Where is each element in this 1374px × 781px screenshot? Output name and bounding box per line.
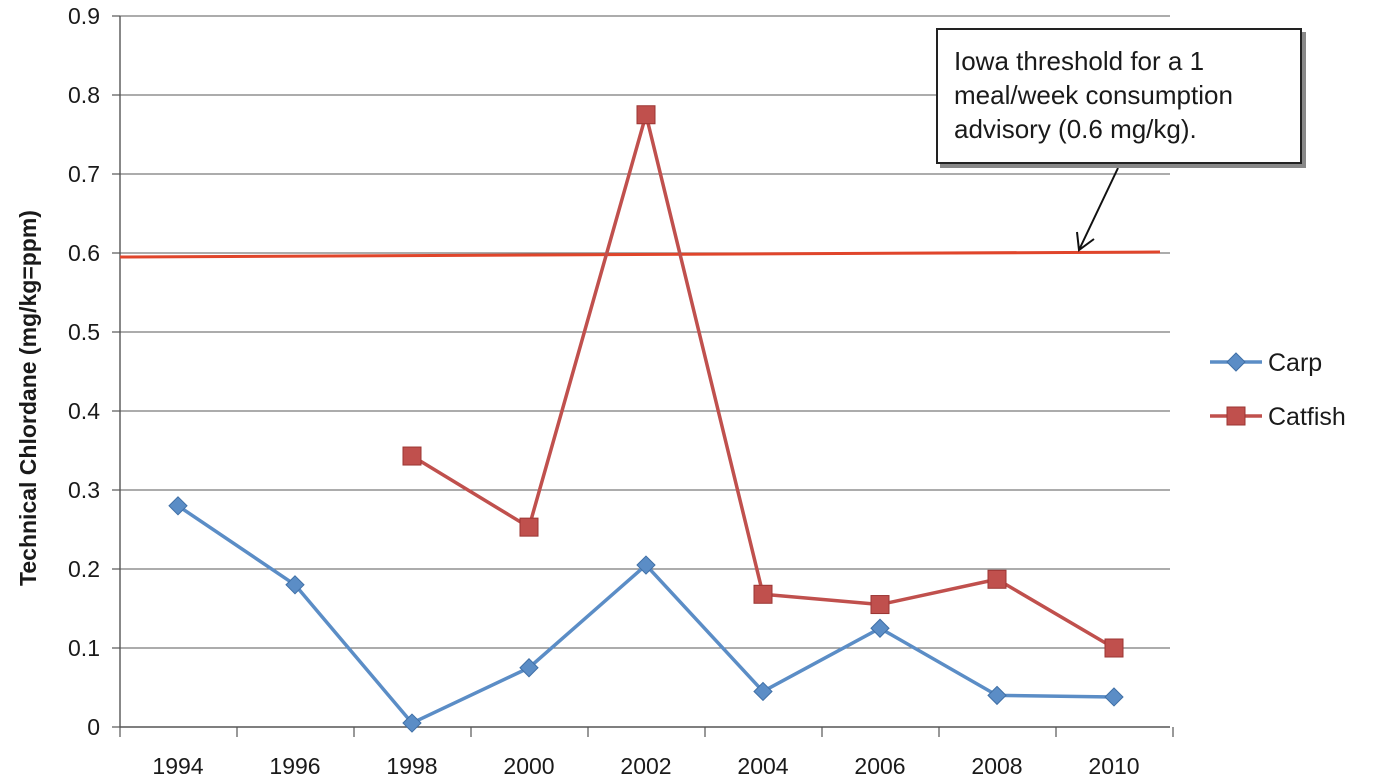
y-tick-label: 0.6 <box>68 240 100 266</box>
data-point-catfish <box>636 105 656 125</box>
annotation-arrow <box>1076 167 1119 252</box>
data-point-carp <box>870 618 890 638</box>
y-tick-label: 0.5 <box>68 319 100 345</box>
x-tick-label: 2010 <box>1088 753 1139 779</box>
annotation-line-3: advisory (0.6 mg/kg). <box>954 114 1197 144</box>
arrow-shaft <box>1078 167 1119 251</box>
y-tick-label: 0.8 <box>68 82 100 108</box>
annotation-line-1: Iowa threshold for a 1 <box>954 46 1205 76</box>
legend: Carp Catfish <box>1210 349 1346 431</box>
data-point-carp <box>168 496 188 516</box>
arrow-head <box>1076 231 1095 252</box>
y-tick-label: 0.9 <box>68 3 100 29</box>
threshold-line <box>119 250 1161 259</box>
gridlines <box>112 15 1170 728</box>
x-tick-label: 2002 <box>620 753 671 779</box>
y-tick-label: 0.2 <box>68 556 100 582</box>
x-tick-label: 2008 <box>971 753 1022 779</box>
data-point-carp <box>987 685 1007 706</box>
data-point-carp <box>1104 687 1124 707</box>
data-point-catfish <box>753 584 773 604</box>
x-axis-tick-labels: 1994 1996 1998 2000 2002 2004 2006 2008 2010 <box>152 753 1139 779</box>
data-point-catfish <box>1104 638 1124 658</box>
y-tick-label: 0.7 <box>68 161 100 187</box>
data-point-carp <box>636 555 656 575</box>
legend-label: Catfish <box>1268 403 1346 431</box>
data-point-catfish <box>519 517 539 537</box>
annotation-box: Iowa threshold for a 1 meal/week consump… <box>936 28 1302 164</box>
axes <box>119 16 1174 737</box>
series-carp <box>168 496 1124 733</box>
threshold-line-group <box>119 250 1161 259</box>
x-tick-label: 2006 <box>854 753 905 779</box>
legend-item-carp: Carp <box>1210 349 1322 377</box>
x-tick-label: 2004 <box>737 753 788 779</box>
legend-item-catfish: Catfish <box>1210 403 1346 431</box>
data-point-catfish <box>402 446 422 466</box>
y-tick-label: 0.4 <box>68 398 100 424</box>
x-tick-label: 1996 <box>269 753 320 779</box>
data-point-catfish <box>987 569 1007 589</box>
series-group <box>168 105 1124 733</box>
data-point-catfish <box>870 595 890 615</box>
x-tick-label: 1994 <box>152 753 203 779</box>
annotation-line-2: meal/week consumption <box>954 80 1233 110</box>
series-line-carp <box>177 504 1115 725</box>
y-tick-label: 0.1 <box>68 635 100 661</box>
series-line-catfish <box>411 113 1115 650</box>
y-tick-label: 0 <box>87 714 100 740</box>
legend-label: Carp <box>1268 349 1322 377</box>
legend-marker <box>1226 406 1246 426</box>
legend-marker <box>1226 352 1246 372</box>
data-point-carp <box>285 575 305 595</box>
data-point-carp <box>753 681 773 702</box>
y-axis-tick-labels: 0 0.1 0.2 0.3 0.4 0.5 0.6 0.7 0.8 0.9 <box>68 3 100 740</box>
x-tick-label: 1998 <box>386 753 437 779</box>
data-point-carp <box>402 713 422 733</box>
x-tick-label: 2000 <box>503 753 554 779</box>
data-point-carp <box>519 658 539 678</box>
y-axis-title: Technical Chlordane (mg/kg=ppm) <box>15 210 41 586</box>
y-tick-label: 0.3 <box>68 477 100 503</box>
series-catfish <box>402 105 1124 658</box>
